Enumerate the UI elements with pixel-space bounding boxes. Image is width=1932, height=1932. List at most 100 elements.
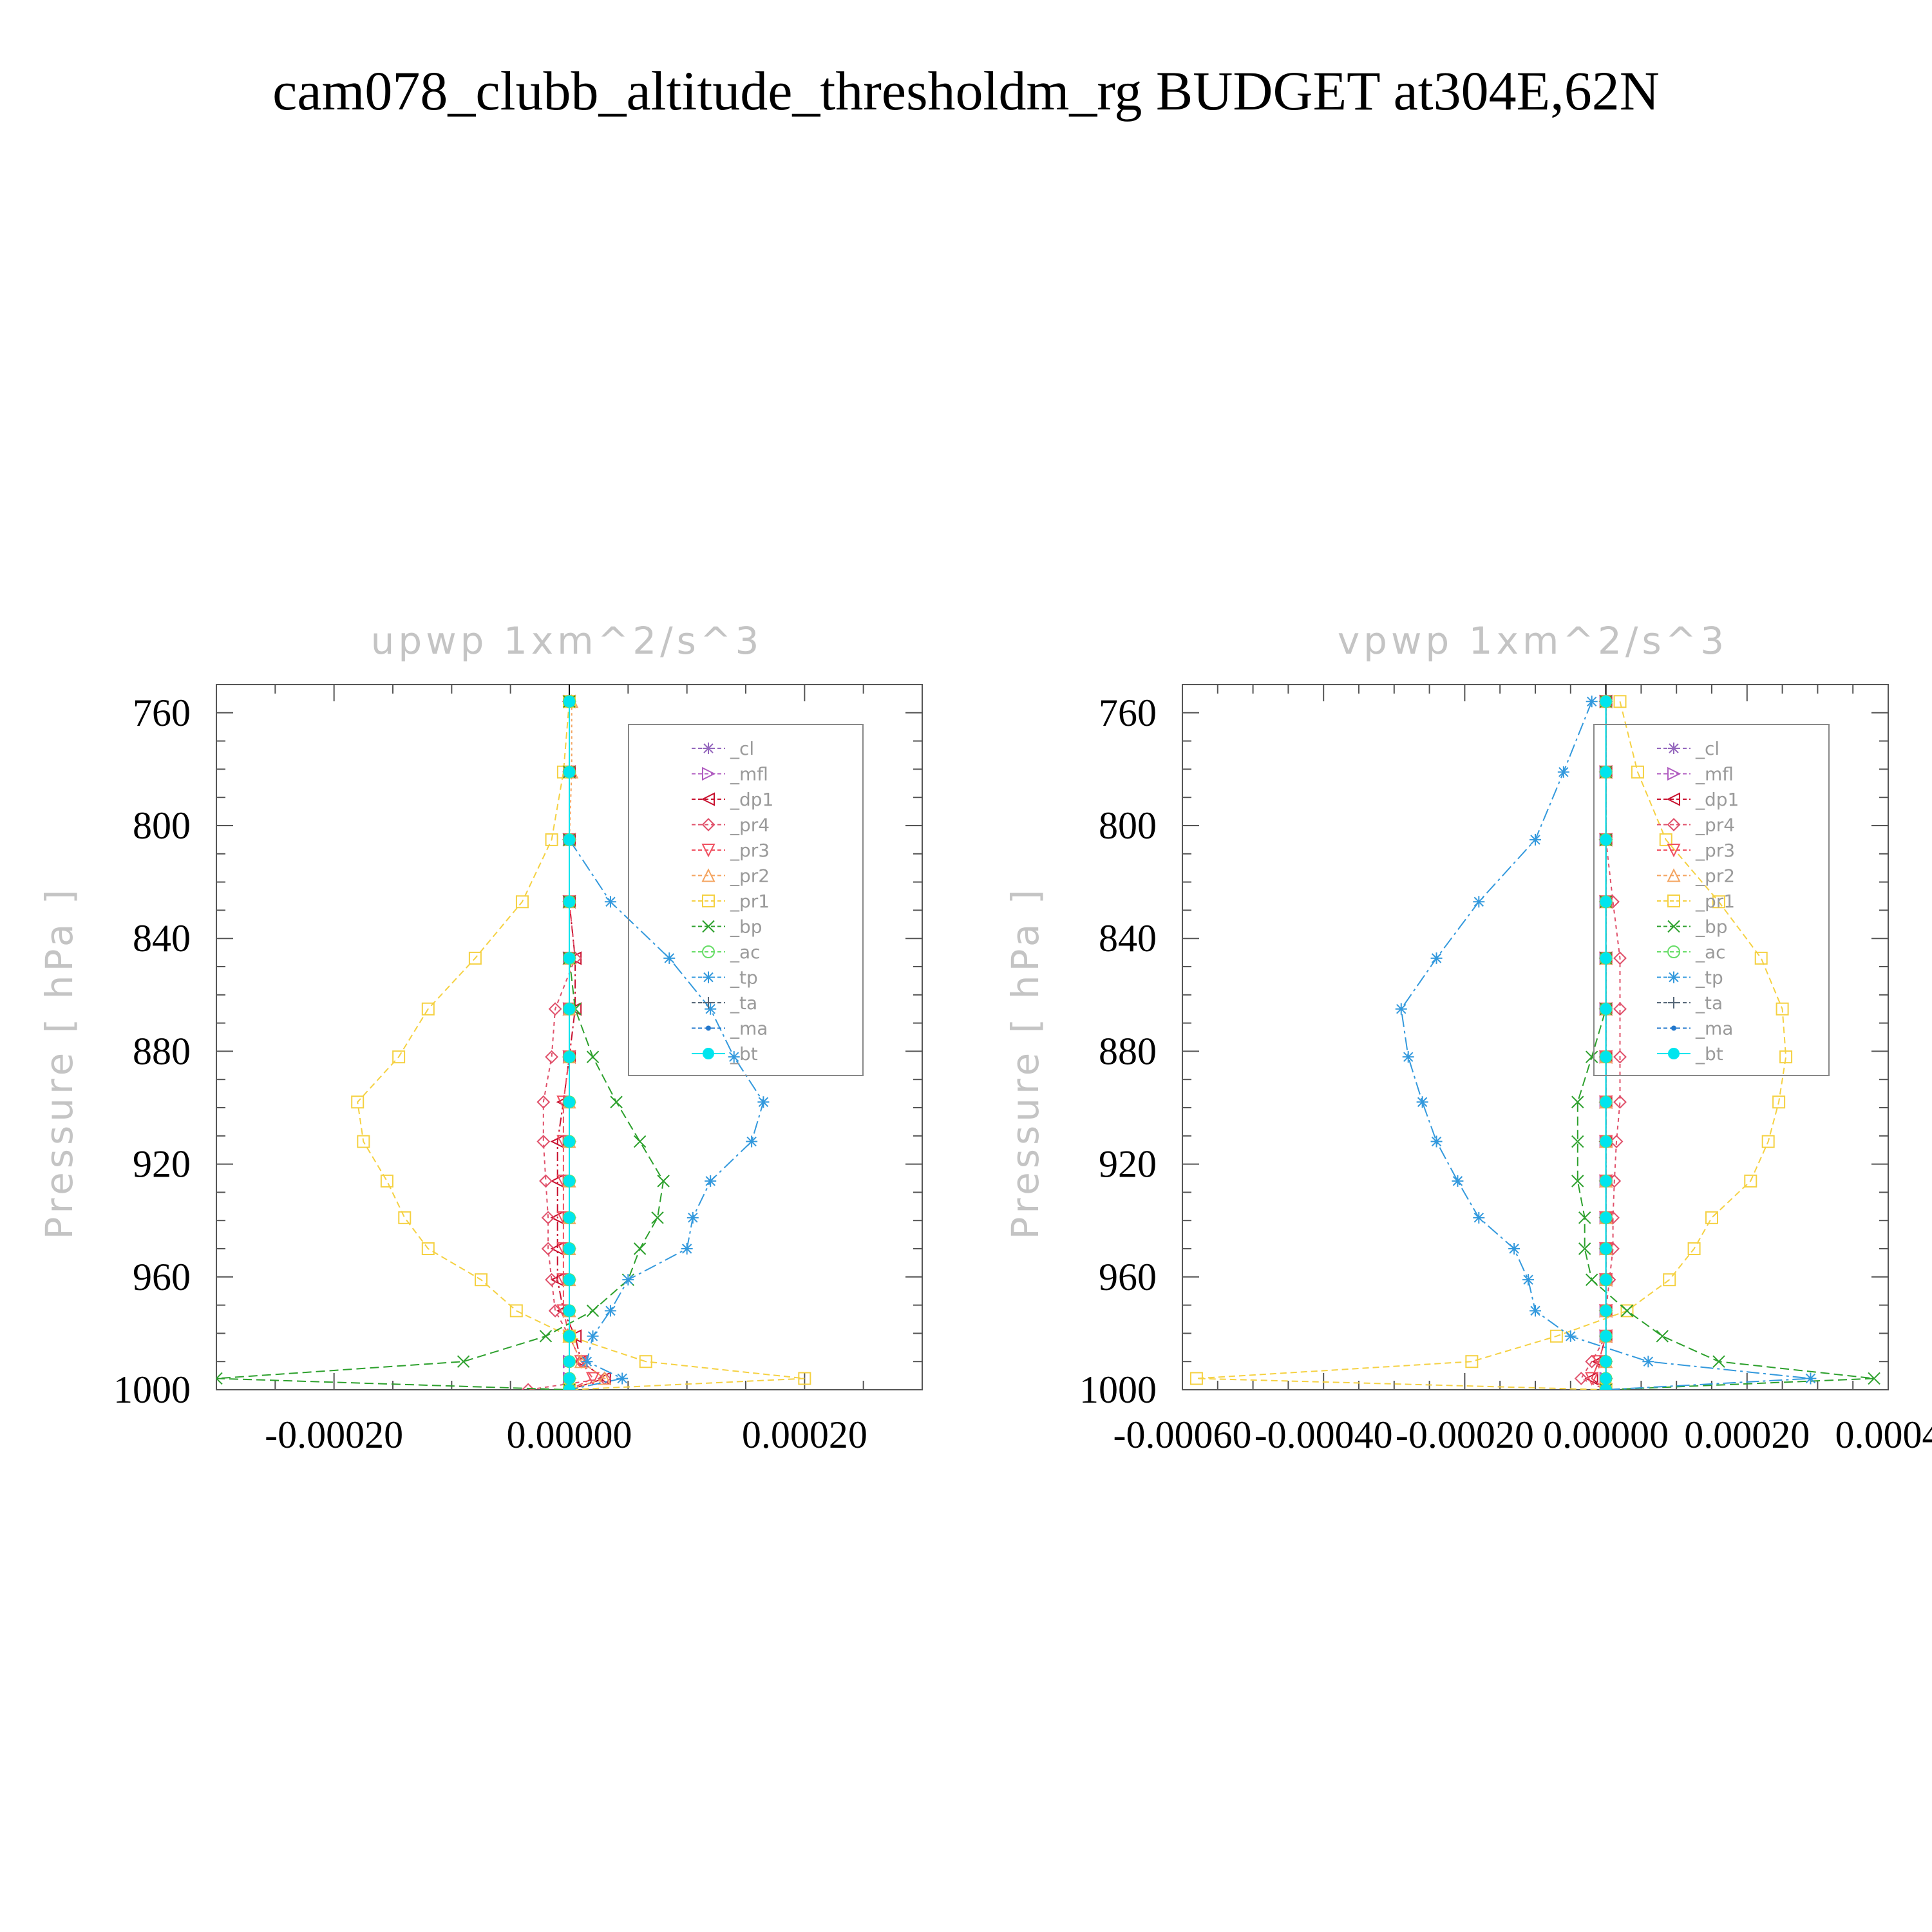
data-point-bt (1600, 833, 1612, 846)
legend-box (628, 724, 864, 1076)
panel-title-upwp: upwp 1xm^2/s^3 (371, 619, 763, 663)
y-tick-label: 1000 (1079, 1368, 1157, 1411)
data-point-pr4 (536, 1095, 551, 1109)
data-point-pr1 (1779, 1050, 1793, 1064)
data-point-tp (1522, 1274, 1535, 1286)
data-point-tp (746, 1135, 758, 1148)
data-point-tp (687, 1211, 699, 1224)
main-title: cam078_clubb_altitude_thresholdm_rg BUDG… (272, 60, 1660, 122)
y-tick-label: 800 (133, 804, 191, 847)
data-point-pr4 (536, 1135, 551, 1148)
data-point-pr4 (545, 1050, 559, 1064)
data-point-pr4 (1613, 1050, 1627, 1064)
y-axis-label-upwp: Pressure [ hPa ] (37, 886, 81, 1240)
x-tick-label: -0.00040 (1255, 1414, 1393, 1456)
data-point-pr1 (1772, 1095, 1786, 1109)
data-point-pr1 (1754, 951, 1768, 965)
data-point-tp (1430, 952, 1443, 964)
data-point-bt (564, 1096, 575, 1108)
data-point-bt (1600, 1274, 1612, 1286)
data-point-tp (1452, 1175, 1464, 1187)
x-tick-label: 0.0004 (1835, 1414, 1932, 1456)
y-tick-label: 960 (1099, 1256, 1157, 1298)
data-point-tp (1416, 1096, 1428, 1108)
x-tick-label: 0.00020 (742, 1414, 867, 1456)
data-point-bt (1600, 1305, 1612, 1317)
data-point-bp (633, 1242, 647, 1255)
x-tick-label: -0.00060 (1113, 1414, 1252, 1456)
data-point-bt (1600, 1330, 1612, 1342)
data-point-pr1 (421, 1242, 435, 1255)
data-point-bp (1712, 1355, 1725, 1368)
legend-label-bt: _bt (1695, 1043, 1723, 1065)
legend-label-ac: _ac (730, 942, 761, 963)
series-line-pr4 (1580, 701, 1621, 1390)
data-point-bt (564, 1384, 575, 1390)
legend-marker-bp (702, 920, 715, 933)
data-point-pr1 (1712, 895, 1725, 909)
y-tick-label: 960 (133, 1256, 191, 1298)
legend-marker-bt (703, 1048, 714, 1059)
legend-marker-dp1 (701, 792, 715, 806)
data-point-tp (581, 1356, 593, 1368)
x-tick-label: -0.00020 (1396, 1414, 1534, 1456)
legend-marker-dp1 (1666, 792, 1680, 806)
legend-marker-pr4 (1667, 818, 1681, 831)
data-point-bp (651, 1211, 664, 1224)
data-point-pr4 (545, 1273, 559, 1287)
data-point-pr4 (548, 1002, 562, 1016)
y-tick-label: 920 (133, 1143, 191, 1186)
data-point-bt (1600, 952, 1612, 964)
data-point-bt (564, 696, 575, 708)
data-point-bp (1585, 1273, 1598, 1286)
panel-vpwp: vpwp 1xm^2/s^3 Pressure [ hPa ] 760 800 84… (1003, 619, 1932, 1456)
data-point-bt (564, 1330, 575, 1342)
data-point-bt (1600, 1384, 1612, 1390)
legend-label-ma: _ma (1695, 1018, 1733, 1039)
data-point-tp (1557, 766, 1569, 778)
panel-upwp: upwp 1xm^2/s^3 Pressure [ hPa ] 760 800 84… (37, 619, 923, 1456)
data-point-bt (564, 1356, 575, 1368)
legend-marker-pr3 (701, 844, 715, 858)
legend-marker-pr1 (1667, 895, 1680, 907)
data-point-tp (1473, 1211, 1485, 1224)
series-line-pr1 (357, 701, 805, 1390)
legend-label-dp1: _dp1 (730, 789, 773, 810)
data-point-bt (564, 766, 575, 778)
data-point-pr1 (1620, 1304, 1634, 1318)
legend-label-pr3: _pr3 (1695, 840, 1735, 861)
data-point-bt (564, 1243, 575, 1255)
data-point-tp (622, 1274, 634, 1286)
data-point-pr4 (521, 1383, 535, 1390)
data-point-bt (1600, 1372, 1612, 1385)
data-point-tp (705, 1003, 717, 1015)
data-point-pr1 (1613, 695, 1627, 708)
x-tick-label: -0.00020 (265, 1414, 403, 1456)
y-tick-label: 800 (1099, 804, 1157, 847)
data-point-tp (1395, 1003, 1407, 1015)
data-point-bp (586, 1050, 600, 1063)
legend-label-ta: _ta (1695, 992, 1723, 1014)
data-point-pr1 (1659, 833, 1672, 846)
legend-label-mfl: _mfl (1695, 764, 1734, 785)
data-point-pr1 (468, 951, 482, 965)
legend-marker-bt (1668, 1048, 1680, 1059)
legend-label-mfl: _mfl (730, 764, 768, 785)
series-line-tp (1400, 701, 1811, 1390)
data-point-bp (539, 1330, 553, 1343)
x-tick-label: 0.00000 (507, 1414, 632, 1456)
legend-marker-tp (1668, 971, 1680, 983)
legend-marker-cl (1668, 743, 1680, 754)
legend-label-tp: _tp (1695, 967, 1723, 989)
y-tick-label: 760 (133, 692, 191, 734)
data-point-pr1 (545, 833, 558, 846)
data-point-tp (616, 1372, 629, 1385)
data-point-pr1 (1189, 1372, 1203, 1385)
data-point-bp (1656, 1330, 1669, 1343)
legend-marker-cl (703, 743, 714, 754)
legend-marker-ma (1671, 1025, 1676, 1031)
data-point-bp (1578, 1211, 1591, 1224)
data-point-bt (1600, 766, 1612, 778)
data-point-bt (564, 896, 575, 908)
data-point-bp (1868, 1372, 1880, 1385)
